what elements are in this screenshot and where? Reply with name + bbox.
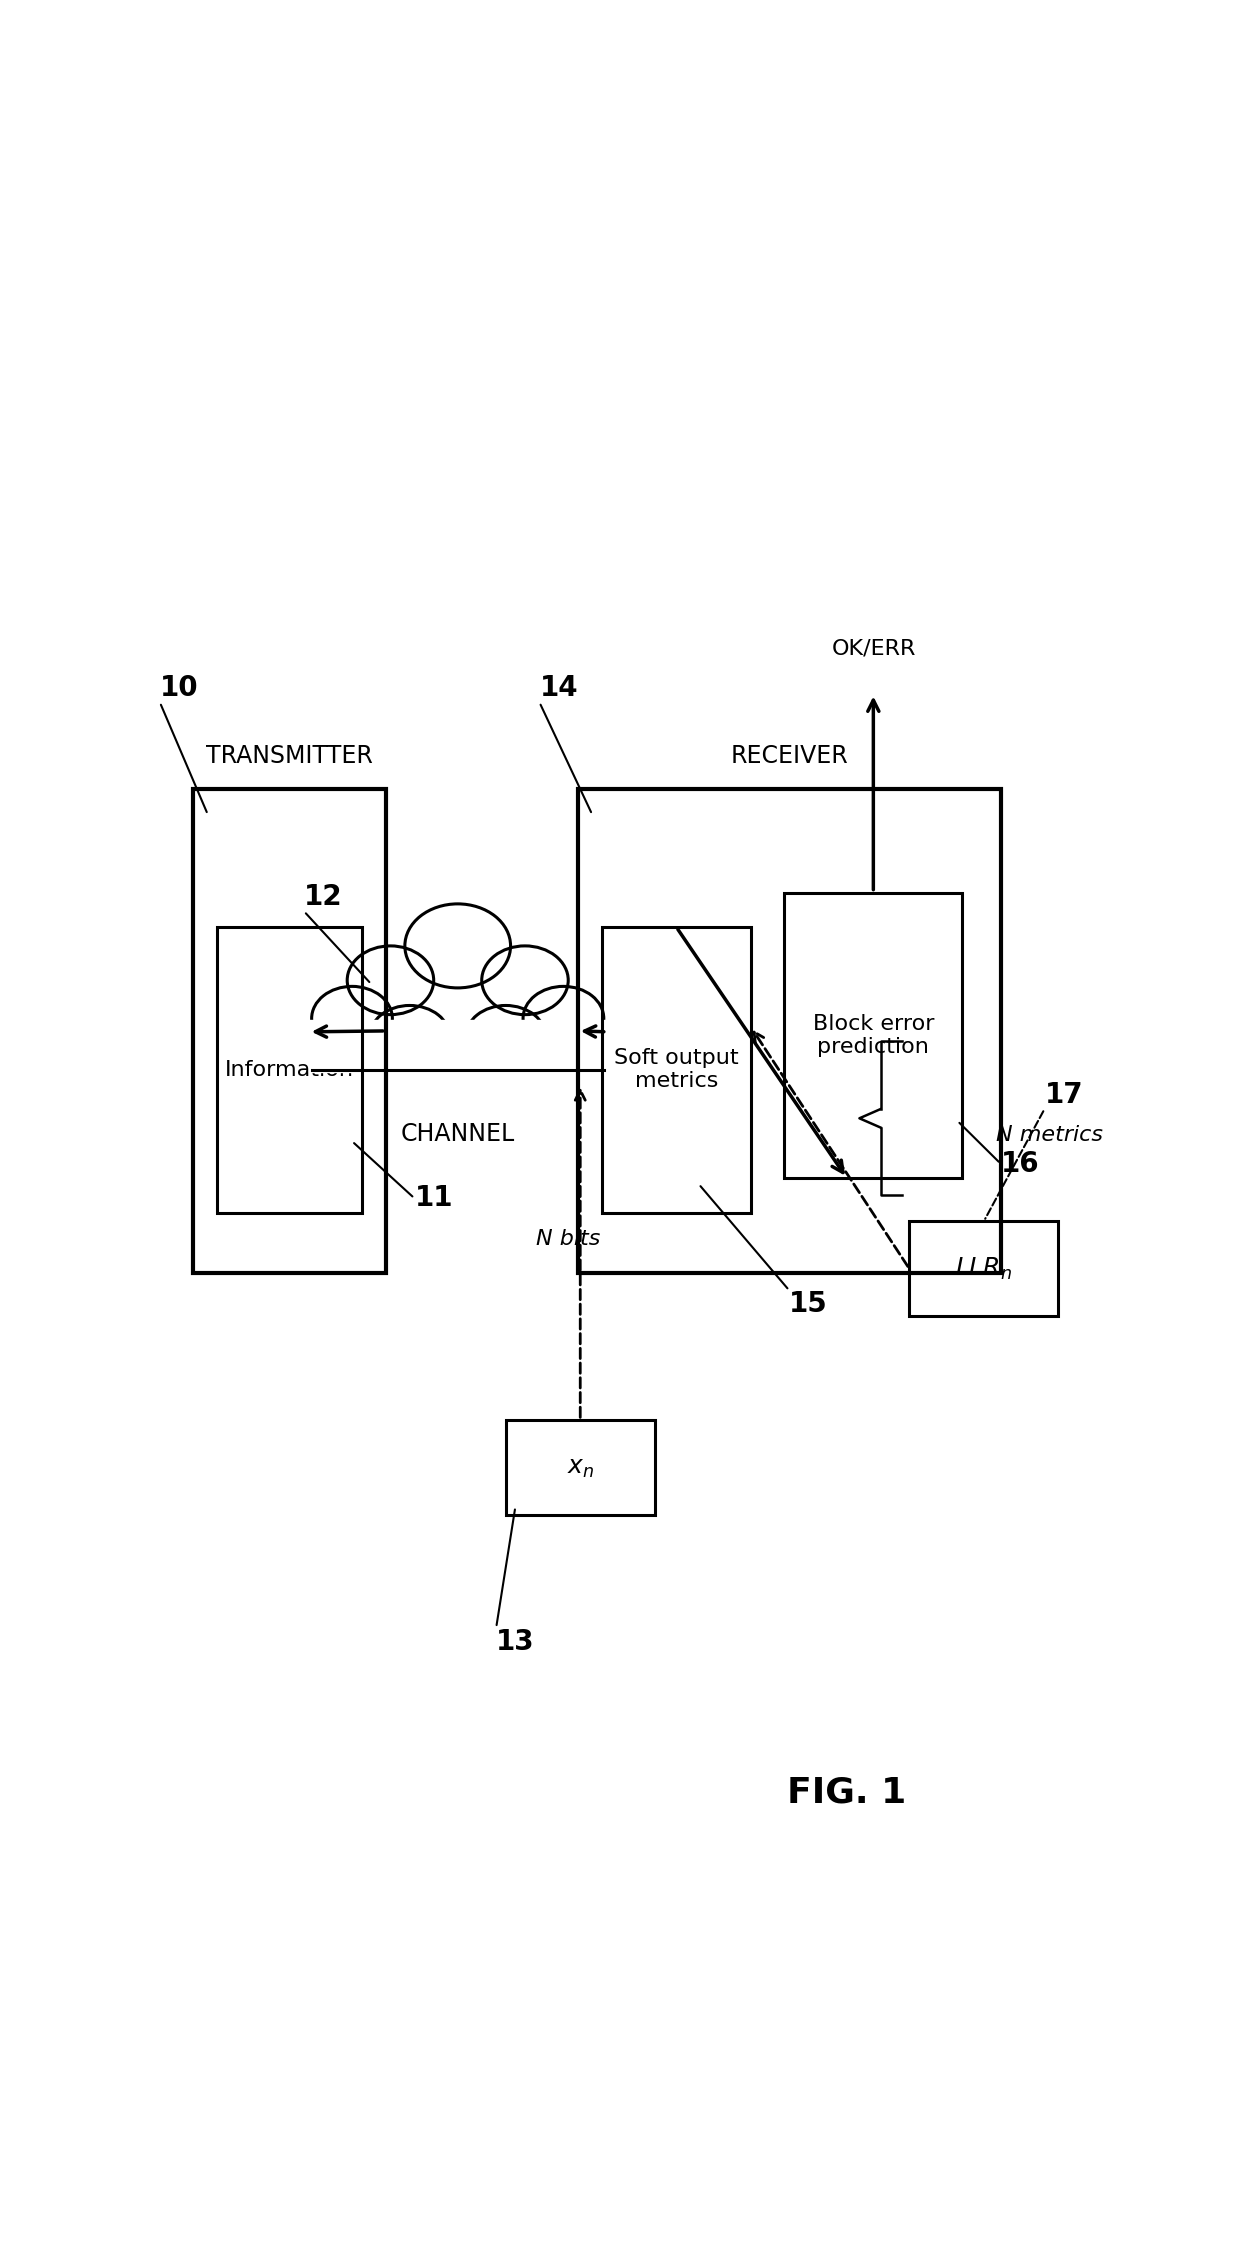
Text: RECEIVER: RECEIVER bbox=[730, 744, 848, 768]
Bar bbox=[506, 1420, 655, 1514]
Text: 14: 14 bbox=[539, 674, 578, 701]
Text: 12: 12 bbox=[304, 883, 342, 912]
Bar bbox=[193, 789, 386, 1274]
Text: Soft output
metrics: Soft output metrics bbox=[614, 1049, 739, 1092]
Bar bbox=[217, 928, 362, 1213]
Ellipse shape bbox=[465, 1004, 546, 1070]
Ellipse shape bbox=[311, 986, 392, 1052]
Text: OK/ERR: OK/ERR bbox=[832, 638, 916, 658]
Ellipse shape bbox=[404, 903, 511, 989]
Text: N bits: N bits bbox=[536, 1229, 600, 1249]
Text: 15: 15 bbox=[789, 1290, 828, 1319]
Bar bbox=[909, 1222, 1058, 1317]
Bar bbox=[785, 892, 962, 1177]
Text: 11: 11 bbox=[414, 1184, 453, 1213]
Text: 13: 13 bbox=[496, 1627, 534, 1656]
Bar bbox=[601, 928, 750, 1213]
Bar bbox=[309, 1020, 606, 1072]
Bar bbox=[578, 789, 1001, 1274]
Text: 17: 17 bbox=[1044, 1081, 1084, 1108]
Text: CHANNEL: CHANNEL bbox=[401, 1121, 515, 1146]
Text: Block error
prediction: Block error prediction bbox=[812, 1013, 934, 1056]
Ellipse shape bbox=[481, 946, 568, 1016]
Text: N metrics: N metrics bbox=[996, 1126, 1102, 1144]
Ellipse shape bbox=[370, 1004, 450, 1070]
Text: 16: 16 bbox=[1001, 1150, 1039, 1177]
Text: $LLR_n$: $LLR_n$ bbox=[955, 1256, 1012, 1283]
Text: TRANSMITTER: TRANSMITTER bbox=[206, 744, 373, 768]
Ellipse shape bbox=[523, 986, 604, 1052]
Text: FIG. 1: FIG. 1 bbox=[787, 1775, 906, 1809]
Text: Information: Information bbox=[224, 1061, 355, 1081]
Ellipse shape bbox=[347, 946, 434, 1016]
Text: $x_n$: $x_n$ bbox=[567, 1456, 594, 1481]
Text: 10: 10 bbox=[160, 674, 198, 701]
